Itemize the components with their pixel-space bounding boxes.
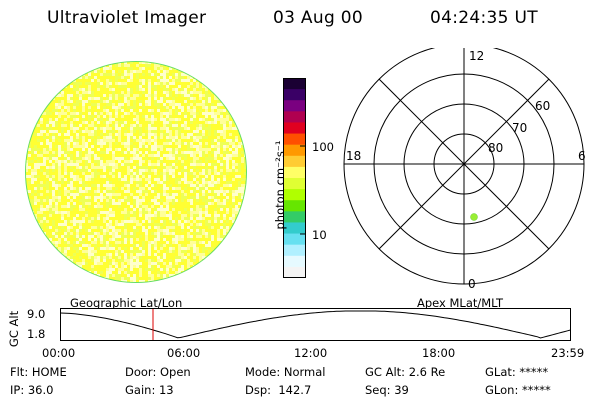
time-label: 04:24:35 UT — [430, 8, 538, 28]
seq-label: Seq: 39 — [365, 383, 409, 397]
glon-label: GLon: ***** — [485, 383, 551, 397]
glat-label: GLat: ***** — [485, 365, 549, 379]
colorbar-segment — [283, 233, 306, 246]
colorbar-segment — [283, 178, 306, 190]
colorbar-segment — [283, 133, 306, 146]
lat-label-80: 80 — [488, 141, 503, 155]
colorbar-segment — [283, 200, 306, 212]
mlt-label-18: 18 — [346, 149, 361, 163]
gc-alt-label: GC Alt: 2.6 Re — [365, 365, 446, 379]
colorbar-segment — [283, 78, 306, 90]
timeline-x-tick-0000: 00:00 — [42, 346, 76, 360]
timeline-right-label: Apex MLat/MLT — [417, 296, 504, 310]
colorbar-segment — [283, 255, 306, 268]
colorbar-tick-10: 10 — [312, 228, 327, 242]
lat-label-60: 60 — [535, 99, 550, 113]
colorbar-segment — [283, 155, 306, 168]
mode-label: Mode: Normal — [245, 365, 326, 379]
altitude-curve — [60, 310, 571, 339]
altitude-timeline — [60, 308, 571, 341]
dsp-label: Dsp: 142.7 — [245, 383, 312, 397]
color-scale-bar — [283, 78, 306, 278]
ip-label: IP: 36.0 — [10, 383, 54, 397]
colorbar-segment — [283, 266, 306, 278]
date-label: 03 Aug 00 — [273, 8, 363, 28]
app-title: Ultraviolet Imager — [47, 8, 207, 28]
colorbar-segment — [283, 122, 306, 135]
colorbar-tick-100: 100 — [312, 140, 334, 154]
timeline-y-title: GC Alt — [7, 310, 21, 348]
timeline-y-tick-max: 9.0 — [27, 307, 46, 321]
timeline-x-tick-1200: 12:00 — [294, 346, 328, 360]
colorbar-segment — [283, 89, 306, 101]
timeline-x-tick-1800: 18:00 — [422, 346, 456, 360]
mlt-label-12: 12 — [469, 49, 484, 63]
geographic-image — [25, 61, 247, 283]
colorbar-segment — [283, 211, 306, 223]
colorbar-segment — [283, 100, 306, 112]
timeline-frame — [60, 308, 571, 341]
timeline-y-tick-min: 1.8 — [27, 327, 46, 341]
timeline-x-tick-0600: 06:00 — [167, 346, 201, 360]
mlt-label-0: 0 — [468, 277, 476, 291]
gain-label: Gain: 13 — [125, 383, 174, 397]
colorbar-segment — [283, 144, 306, 157]
colorbar-unit-label: photon cm⁻²s⁻¹ — [273, 140, 287, 230]
polar-diagonal-2 — [378, 78, 550, 250]
mlt-label-6: 6 — [578, 149, 586, 163]
satellite-position-marker — [470, 213, 478, 221]
timeline-left-label: Geographic Lat/Lon — [70, 296, 183, 310]
door-label: Door: Open — [125, 365, 191, 379]
timeline-x-tick-2359: 23:59 — [551, 346, 585, 360]
colorbar-segment — [283, 244, 306, 257]
image-disc — [26, 62, 246, 282]
lat-label-70: 70 — [512, 121, 527, 135]
colorbar-segment — [283, 111, 306, 123]
colorbar-segment — [283, 189, 306, 201]
flight-label: Flt: HOME — [10, 365, 67, 379]
colorbar-segment — [283, 166, 306, 179]
polar-plot: 12 18 6 0 60 70 80 — [343, 48, 586, 291]
colorbar-segment — [283, 222, 306, 235]
